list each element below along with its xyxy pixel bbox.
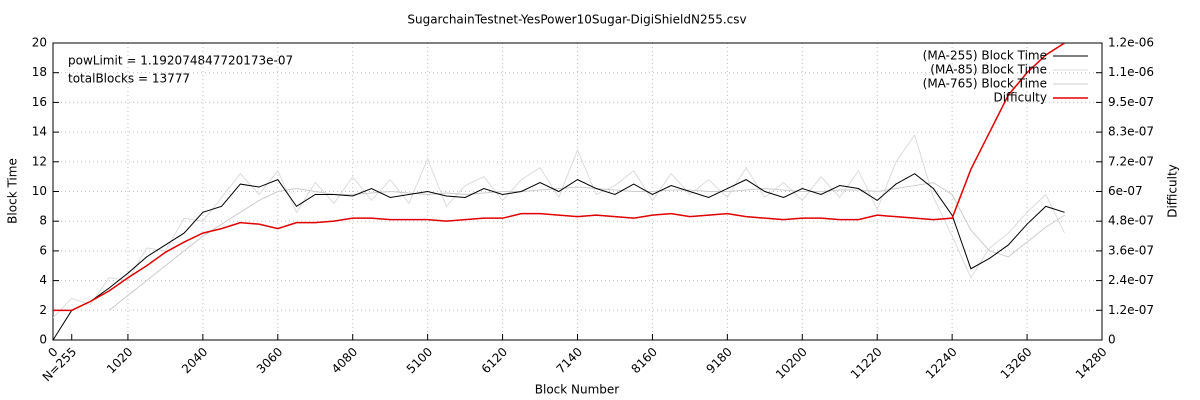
x-tick-label: 3060 [254, 345, 285, 376]
series-line [53, 133, 1065, 319]
y2-axis-label: Difficulty [1166, 164, 1180, 218]
y2-tick-label: 4.8e-07 [1108, 214, 1154, 228]
legend-label: Difficulty [993, 91, 1047, 105]
x-tick-label: 1020 [104, 345, 135, 376]
series-line [53, 43, 1065, 312]
y-axis-label: Block Time [6, 158, 20, 224]
y-tick-label: 20 [32, 36, 47, 50]
y2-tick-label: 8.3e-07 [1108, 125, 1154, 139]
x-tick-label: 9180 [703, 345, 734, 376]
y-tick-label: 4 [39, 273, 47, 287]
y-tick-label: 6 [39, 243, 47, 257]
chart-title: SugarchainTestnet-YesPower10Sugar-DigiSh… [407, 13, 746, 27]
y-tick-label: 8 [39, 214, 47, 228]
x-tick-label: 7140 [554, 345, 585, 376]
x-tick-label: 12240 [923, 345, 960, 382]
series-line [108, 182, 1065, 311]
x-tick-label: 8160 [629, 345, 660, 376]
plot-area [53, 43, 1065, 340]
x-tick-label: 5100 [404, 345, 435, 376]
x-tick-label: 4080 [329, 345, 360, 376]
x-tick-label: 6120 [479, 345, 510, 376]
x-tick-label: 13260 [998, 345, 1035, 382]
y2-tick-label: 1.2e-07 [1108, 303, 1154, 317]
y-tick-label: 14 [32, 125, 47, 139]
y-tick-label: 16 [32, 95, 47, 109]
legend-label: (MA-255) Block Time [923, 49, 1047, 63]
x-tick-label: 11220 [848, 345, 885, 382]
x-axis-label: Block Number [535, 383, 620, 397]
y2-tick-label: 7.2e-07 [1108, 154, 1154, 168]
y2-tick-label: 9.5e-07 [1108, 95, 1154, 109]
y-tick-label: 2 [39, 303, 47, 317]
annotation: totalBlocks = 13777 [68, 72, 190, 86]
y-tick-label: 10 [32, 184, 47, 198]
y-tick-label: 0 [39, 333, 47, 347]
y2-tick-label: 1.2e-06 [1108, 36, 1154, 50]
y-tick-label: 12 [32, 154, 47, 168]
y-tick-label: 18 [32, 65, 47, 79]
y2-tick-label: 0 [1108, 333, 1116, 347]
y2-tick-label: 3.6e-07 [1108, 243, 1154, 257]
y2-tick-label: 6e-07 [1108, 184, 1143, 198]
annotation: powLimit = 1.192074847720173e-07 [68, 54, 293, 68]
y2-tick-label: 2.4e-07 [1108, 273, 1154, 287]
y2-tick-label: 1.1e-06 [1108, 65, 1154, 79]
legend-label: (MA-85) Block Time [930, 63, 1047, 77]
x-tick-label: 14280 [1073, 345, 1110, 382]
x-tick-label: 10200 [773, 345, 810, 382]
x-tick-label: 2040 [179, 345, 210, 376]
plot-frame [52, 42, 1103, 341]
legend-label: (MA-765) Block Time [923, 77, 1047, 91]
series-line [53, 173, 1065, 340]
